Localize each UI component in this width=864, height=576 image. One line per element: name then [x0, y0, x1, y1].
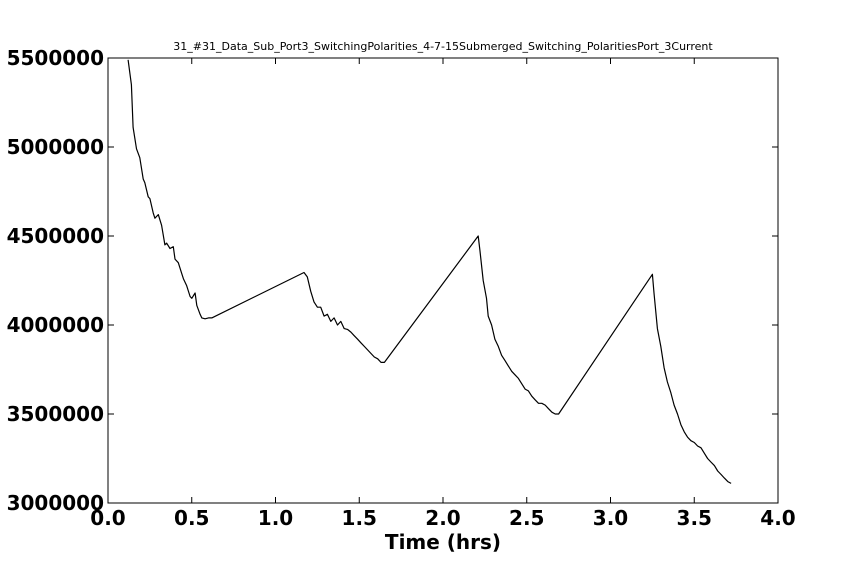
y-tick-label: 3000000 [7, 491, 104, 515]
plot-frame [107, 57, 779, 504]
y-tick-label: 3500000 [7, 402, 104, 426]
y-tick-label: 4500000 [7, 224, 104, 248]
axis-ticks [107, 57, 779, 504]
x-tick-label: 0.5 [174, 506, 209, 530]
plot-series [127, 59, 732, 484]
x-tick-label: 0.0 [90, 506, 125, 530]
x-tick-label: 2.0 [425, 506, 460, 530]
x-tick-label: 3.5 [677, 506, 712, 530]
y-tick-label: 5000000 [7, 135, 104, 159]
series-line [127, 59, 732, 484]
y-tick-labels: 3000000 3500000 4000000 4500000 5000000 55000… [7, 46, 104, 515]
x-tick-label: 3.0 [593, 506, 628, 530]
x-tick-label: 4.0 [760, 506, 795, 530]
x-tick-labels: 0.0 0.5 1.0 1.5 2.0 2.5 3.0 3.5 4.0 [90, 506, 795, 530]
x-tick-label: 2.5 [509, 506, 544, 530]
x-tick-label: 1.0 [258, 506, 293, 530]
y-tick-label: 4000000 [7, 313, 104, 337]
chart-title: 31_#31_Data_Sub_Port3_SwitchingPolaritie… [173, 40, 713, 53]
x-tick-label: 1.5 [342, 506, 377, 530]
y-tick-label: 5500000 [7, 46, 104, 70]
x-axis-label: Time (hrs) [385, 530, 501, 554]
